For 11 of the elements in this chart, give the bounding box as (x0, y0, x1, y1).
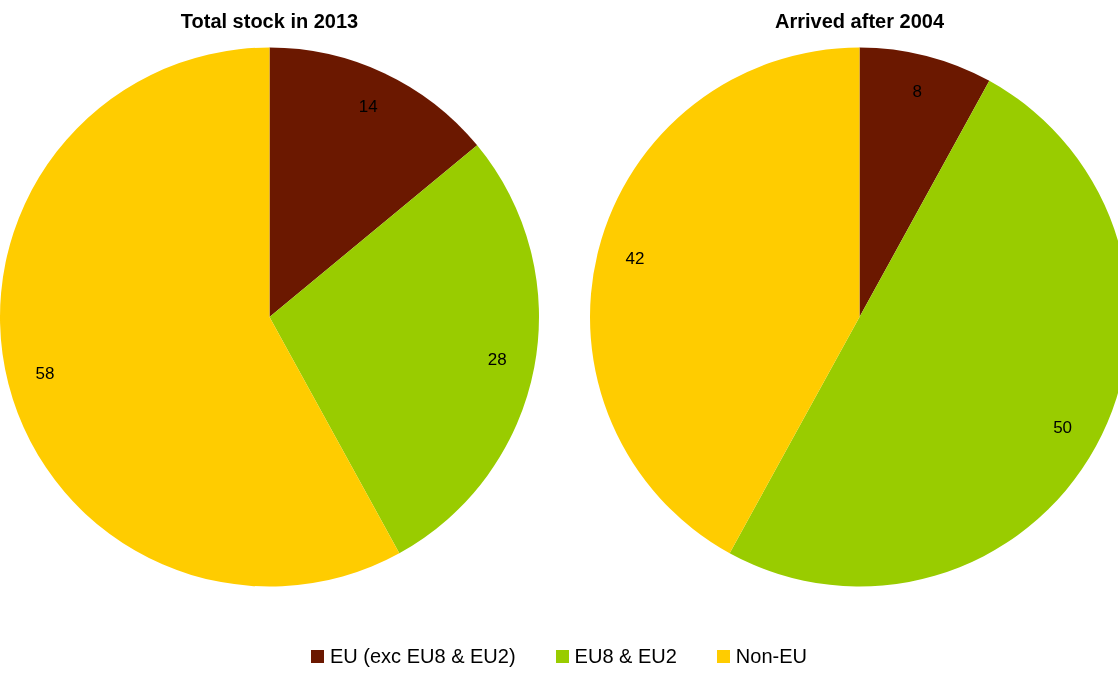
legend-label: EU (exc EU8 & EU2) (329, 645, 516, 668)
data-label: 58 (35, 364, 55, 384)
data-label: 42 (625, 249, 645, 269)
data-label: 28 (487, 350, 507, 370)
chart-title: Total stock in 2013 (180, 9, 359, 32)
legend-label: EU8 & EU2 (574, 645, 677, 668)
legend-label: Non-EU (735, 645, 807, 668)
chart-title: Arrived after 2004 (775, 9, 945, 32)
data-label: 50 (1053, 418, 1073, 438)
data-label: 8 (912, 82, 922, 102)
data-label: 14 (358, 96, 378, 116)
